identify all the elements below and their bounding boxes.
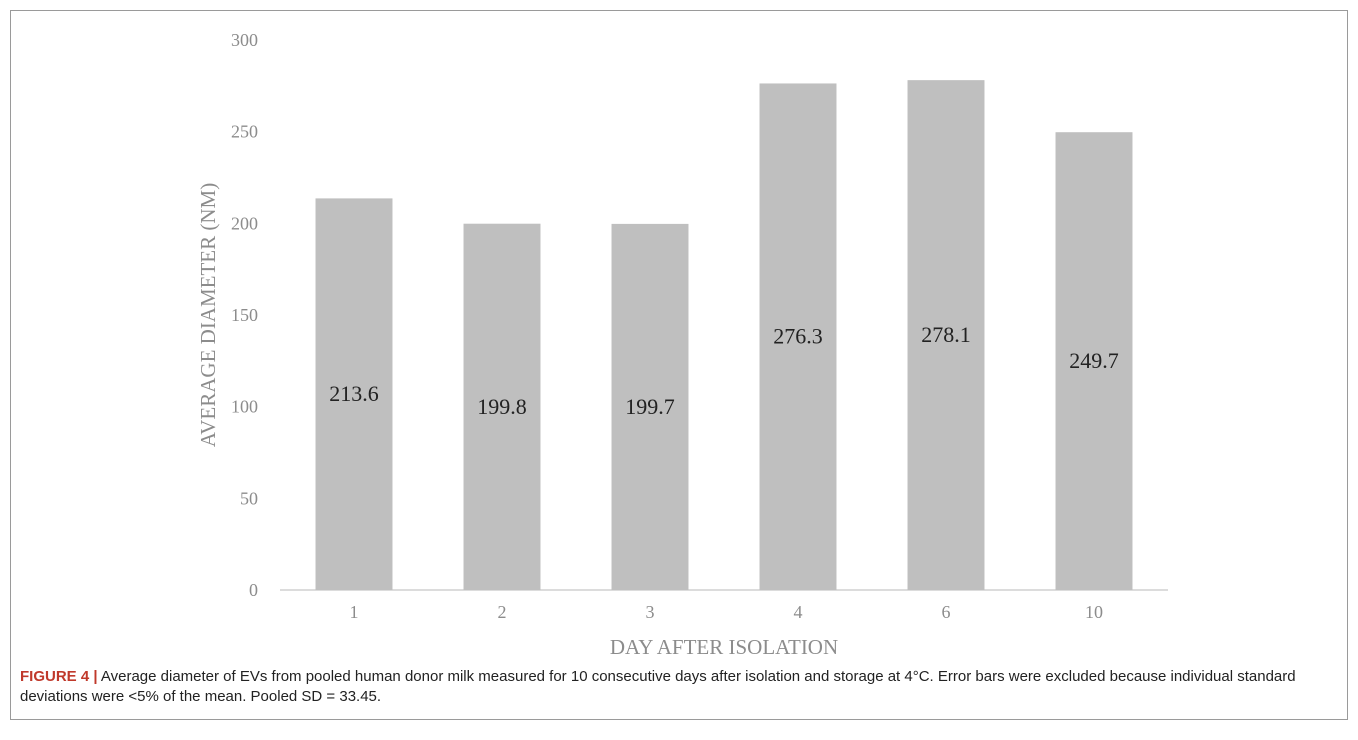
x-tick-label: 3 [646, 602, 655, 622]
caption-text: Average diameter of EVs from pooled huma… [20, 668, 1296, 705]
figure-label: FIGURE 4 | [20, 668, 98, 685]
y-tick-label: 250 [231, 122, 258, 142]
bar-data-label: 199.7 [625, 394, 675, 419]
y-tick-label: 150 [231, 305, 258, 325]
x-tick-label: 10 [1085, 602, 1103, 622]
y-tick-label: 0 [249, 580, 258, 600]
y-tick-label: 50 [240, 488, 258, 508]
x-tick-label: 6 [942, 602, 951, 622]
x-tick-label: 1 [350, 602, 359, 622]
x-axis-label: DAY AFTER ISOLATION [610, 635, 838, 659]
bar [315, 198, 393, 590]
bar-data-label: 278.1 [921, 322, 971, 347]
y-axis-label: AVERAGE DIAMETER (NM) [196, 183, 220, 447]
y-tick-label: 200 [231, 213, 258, 233]
bar [463, 223, 541, 590]
bar [1055, 132, 1133, 590]
bar-data-label: 213.6 [329, 381, 379, 406]
x-tick-label: 2 [498, 602, 507, 622]
y-tick-label: 100 [231, 397, 258, 417]
bar-data-label: 249.7 [1069, 348, 1119, 373]
x-tick-label: 4 [794, 602, 803, 622]
x-axis-ticks: 1 2 3 4 6 10 [350, 602, 1104, 622]
bar [759, 83, 837, 590]
bar [611, 223, 689, 590]
y-tick-label: 300 [231, 30, 258, 50]
bar-data-label: 276.3 [773, 324, 823, 349]
y-axis-ticks: 0 50 100 150 200 250 300 [231, 30, 258, 600]
figure-caption: FIGURE 4 | Average diameter of EVs from … [20, 667, 1340, 707]
bars-group: 213.6 199.8 199.7 276.3 278.1 249.7 [315, 80, 1133, 591]
bar [907, 80, 985, 591]
bar-data-label: 199.8 [477, 394, 527, 419]
